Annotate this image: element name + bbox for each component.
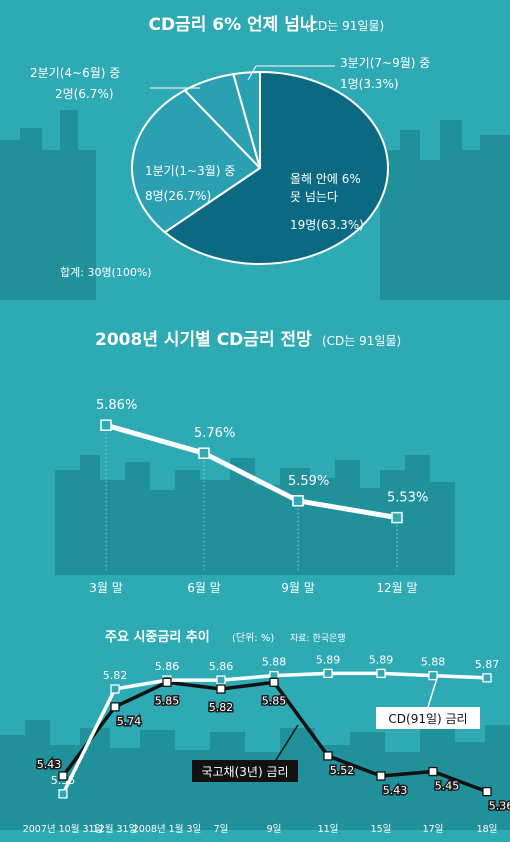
bond-series-label: 국고채(3년) 금리 xyxy=(201,765,288,779)
cd-point xyxy=(482,673,492,683)
skyline-top xyxy=(0,110,510,300)
cd-point xyxy=(216,675,226,685)
bond-point xyxy=(482,786,492,797)
cd-value-label: 5.86 xyxy=(209,660,234,673)
outlook-chart: 5.86% 3월 말 5.76% 6월 말 5.59% 9월 말 5.53% 12월 말 xyxy=(89,398,428,595)
bond-series-leader xyxy=(275,724,299,761)
bond-point xyxy=(162,677,172,687)
pie-slice xyxy=(163,70,389,265)
cd-point xyxy=(323,668,333,679)
rates-chart: 5.355.825.865.865.885.895.895.885.875.43… xyxy=(23,653,510,835)
cd-series-leader xyxy=(427,677,438,708)
bond-value-label: 5.74 xyxy=(117,715,142,728)
data-point xyxy=(292,495,304,507)
cd-point xyxy=(58,789,68,799)
rates-title: 주요 시중금리 추이 xyxy=(105,629,210,645)
pie-panel: CD금리 6% 언제 넘나 (CD는 91일물) 올해 안에 6% 못 넘는다 … xyxy=(30,15,430,279)
bond-value-label: 5.43 xyxy=(383,784,408,797)
pie-slice xyxy=(131,89,262,234)
x-tick-label: 17일 xyxy=(423,824,444,835)
x-tick-label: 9월 말 xyxy=(281,581,315,595)
x-tick-label: 7일 xyxy=(214,824,229,835)
bond-value-label: 5.52 xyxy=(330,764,355,777)
bond-value-label: 5.82 xyxy=(209,701,234,714)
rates-source: 자료: 한국은행 xyxy=(290,632,346,644)
pie-leader-q3 xyxy=(247,65,257,81)
bond-value-label: 5.43 xyxy=(37,758,62,771)
bond-value-label: 5.36 xyxy=(489,800,510,813)
pie-title: CD금리 6% 언제 넘나 xyxy=(148,15,315,35)
data-label: 5.59% xyxy=(288,474,329,489)
rates-unit: (단위: %) xyxy=(232,631,274,644)
x-tick-label: 3월 말 xyxy=(89,581,123,595)
pie-slices xyxy=(131,70,389,265)
x-tick-label: 18일 xyxy=(477,824,498,835)
data-point xyxy=(198,447,210,459)
cd-series-label: CD(91일) 금리 xyxy=(388,712,467,726)
cd-value-label: 5.89 xyxy=(316,653,341,666)
bond-point xyxy=(216,684,226,694)
pie-note: (CD는 91일물) xyxy=(305,19,384,33)
pie-label-main-3: 19명(63.3%) xyxy=(290,218,364,232)
x-tick-label: 12월 31일 xyxy=(93,823,138,835)
data-label: 5.86% xyxy=(96,398,137,413)
x-tick-label: 6월 말 xyxy=(187,581,221,595)
bond-point xyxy=(58,771,68,781)
pie-slice xyxy=(232,70,261,169)
cd-forecast-line xyxy=(105,422,398,521)
bond-point xyxy=(428,766,438,777)
rates-panel: 주요 시중금리 추이 (단위: %) 자료: 한국은행 5.355.825.86… xyxy=(23,629,510,835)
outlook-title: 2008년 시기별 CD금리 전망 xyxy=(95,330,312,350)
pie-label-main-1: 올해 안에 6% xyxy=(290,172,361,186)
pie-label-q1-2: 8명(26.7%) xyxy=(145,189,211,203)
cd-point xyxy=(428,670,438,681)
bond-value-label: 5.45 xyxy=(435,780,460,793)
cd-value-label: 5.86 xyxy=(155,660,180,673)
bond-series-box xyxy=(192,760,298,782)
cd-value-label: 5.82 xyxy=(103,669,128,682)
bond-point xyxy=(110,702,120,712)
cd-value-label: 5.87 xyxy=(475,658,500,671)
bond-point xyxy=(376,771,386,781)
x-tick-label: 9일 xyxy=(267,824,282,835)
bond-value-label: 5.85 xyxy=(155,694,180,707)
x-tick-label: 2008년 1월 3일 xyxy=(133,823,202,835)
cd-value-label: 5.88 xyxy=(262,656,287,669)
skyline-middle xyxy=(55,455,455,575)
x-tick-label: 12월 말 xyxy=(376,581,417,595)
pie-label-main-2: 못 넘는다 xyxy=(290,190,338,204)
data-label: 5.53% xyxy=(387,491,428,506)
bond-point xyxy=(323,751,333,761)
cd-series-box xyxy=(376,707,480,729)
x-tick-label: 11일 xyxy=(318,824,339,835)
outlook-panel: 2008년 시기별 CD금리 전망 (CD는 91일물) 5.86%3월 말5.… xyxy=(89,330,428,595)
data-label: 5.76% xyxy=(194,426,235,441)
pie-label-q3-2: 1명(3.3%) xyxy=(340,77,399,91)
pie-label-q1-1: 1분기(1~3월) 중 xyxy=(145,164,235,178)
outlook-note: (CD는 91일물) xyxy=(322,334,401,348)
cd-point xyxy=(376,668,386,679)
cd-value-label: 5.88 xyxy=(421,656,446,669)
cd-point xyxy=(110,684,120,694)
cd-value-label: 5.89 xyxy=(369,653,394,666)
bond-value-label: 5.85 xyxy=(262,694,287,707)
pie-label-q2-2: 2명(6.7%) xyxy=(55,87,114,101)
pie-total: 합계: 30명(100%) xyxy=(60,266,152,279)
x-tick-label: 2007년 10월 31일 xyxy=(23,823,104,835)
pie-label-q2-1: 2분기(4~6월) 중 xyxy=(30,66,120,80)
x-tick-label: 15일 xyxy=(371,824,392,835)
bond-point xyxy=(269,677,279,687)
pie-label-q3-1: 3분기(7~9월) 중 xyxy=(340,56,430,70)
data-point xyxy=(100,419,112,431)
data-point xyxy=(391,511,403,524)
